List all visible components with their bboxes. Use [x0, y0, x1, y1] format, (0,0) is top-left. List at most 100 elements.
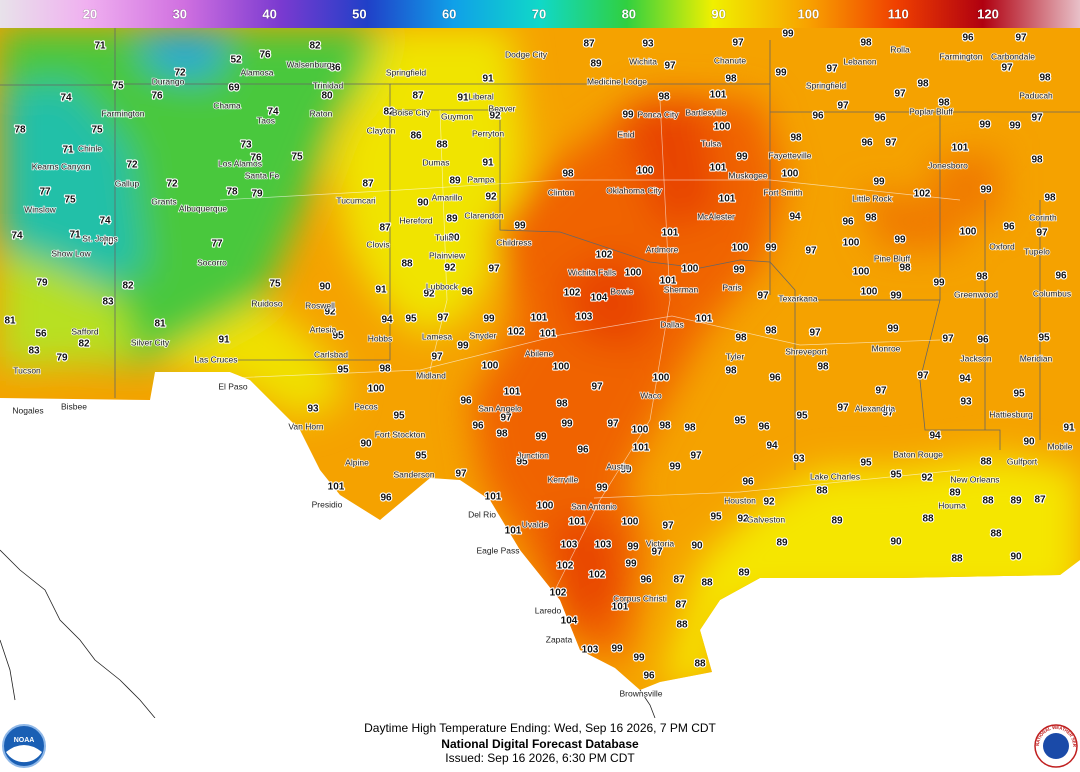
city-name: Galveston — [747, 514, 786, 524]
temperature-value: 96 — [472, 421, 484, 432]
temperature-value: 97 — [875, 386, 887, 397]
temperature-value: 97 — [1031, 113, 1043, 124]
temperature-value: 95 — [1038, 333, 1050, 344]
scale-tick-label: 50 — [352, 6, 366, 21]
temperature-labels: 71 52 76 82 72 86 75 69 80 74 76 74 78 75 71 73 76 75 72 72… — [3, 28, 1076, 683]
city-name: Gallup — [115, 178, 140, 188]
temperature-value: 98 — [379, 364, 391, 375]
temperature-value: 98 — [658, 92, 670, 103]
temperature-value: 88 — [922, 514, 934, 525]
city-name: Raton — [310, 108, 333, 118]
temperature-value: 97 — [805, 246, 817, 257]
temperature-value: 98 — [917, 79, 929, 90]
temperature-value: 90 — [417, 198, 429, 209]
temperature-value: 97 — [500, 413, 512, 424]
temperature-value: 101 — [660, 276, 677, 287]
temperature-value: 101 — [485, 492, 502, 503]
temperature-value: 101 — [633, 443, 650, 454]
city-name: Dodge City — [505, 49, 548, 59]
temperature-value: 100 — [482, 361, 499, 372]
border — [0, 83, 391, 361]
coastline — [0, 549, 156, 719]
temperature-value: 95 — [1013, 389, 1025, 400]
temperature-value: 101 — [328, 482, 345, 493]
temperature-value: 99 — [620, 465, 632, 476]
city-name: Sanderson — [393, 469, 434, 479]
temperature-value: 72 — [174, 68, 186, 79]
city-name: Baton Rouge — [893, 449, 943, 459]
temperature-value: 101 — [710, 90, 727, 101]
city-name: Ponca City — [637, 109, 679, 119]
city-name: Columbus — [1033, 288, 1071, 298]
border — [769, 40, 1080, 470]
temperature-value: 88 — [816, 486, 828, 497]
zone-hottest — [550, 100, 720, 630]
temperature-value: 77 — [211, 239, 223, 250]
temperature-value: 75 — [64, 195, 76, 206]
temperature-value: 101 — [952, 143, 969, 154]
temperature-value: 99 — [622, 110, 634, 121]
temperature-value: 94 — [959, 374, 971, 385]
temperature-value: 100 — [714, 122, 731, 133]
zone-gulf — [660, 455, 1080, 690]
road — [219, 179, 961, 201]
city-name: Brownsville — [620, 688, 663, 698]
temperature-value: 88 — [982, 496, 994, 507]
temperature-value: 101 — [662, 228, 679, 239]
city-name: Chinle — [78, 143, 102, 153]
city-name: Paris — [722, 282, 741, 292]
temperature-value: 99 — [625, 559, 637, 570]
city-name: Presidio — [312, 499, 343, 509]
city-name: Gulfport — [1007, 456, 1038, 466]
city-name: McAlester — [697, 211, 735, 221]
city-name: Hattiesburg — [989, 409, 1033, 419]
temperature-value: 75 — [112, 81, 124, 92]
city-name: Wichita Falls — [568, 267, 616, 277]
temperature-value: 95 — [415, 451, 427, 462]
temperature-value: 98 — [976, 272, 988, 283]
temperature-value: 99 — [535, 432, 547, 443]
temperature-value: 98 — [725, 74, 737, 85]
temperature-value: 91 — [482, 74, 494, 85]
temperature-value: 76 — [250, 153, 262, 164]
city-name: Houston — [724, 495, 756, 505]
temperature-value: 98 — [556, 399, 568, 410]
temperature-value: 90 — [1023, 437, 1035, 448]
city-name: Pampa — [468, 174, 495, 184]
coastline — [0, 639, 16, 701]
scale-tick-label: 100 — [798, 6, 820, 21]
city-name: Medicine Lodge — [587, 76, 647, 86]
temperature-value: 74 — [99, 216, 111, 227]
temperature-value: 91 — [1063, 423, 1075, 434]
temperature-value: 90 — [319, 282, 331, 293]
city-name: Sherman — [664, 284, 699, 294]
road — [549, 99, 671, 601]
city-name: Houma — [938, 500, 966, 510]
temperature-value: 75 — [91, 125, 103, 136]
temperature-value: 95 — [405, 314, 417, 325]
temperature-value: 94 — [929, 431, 941, 442]
city-name: Del Rio — [468, 509, 496, 519]
color-scale — [0, 0, 1080, 28]
temperature-value: 87 — [412, 91, 424, 102]
temperature-value: 97 — [607, 419, 619, 430]
temperature-value: 91 — [375, 285, 387, 296]
city-name: Alexandria — [855, 403, 895, 413]
city-name: Santa Fe — [245, 170, 280, 180]
city-name: Little Rock — [852, 193, 892, 203]
city-name: Tucson — [13, 365, 41, 375]
city-name: Poplar Bluff — [909, 106, 953, 116]
temperature-value: 99 — [611, 644, 623, 655]
temperature-value: 100 — [625, 268, 642, 279]
city-name: El Paso — [218, 381, 248, 391]
temperature-value: 96 — [861, 138, 873, 149]
city-name: Abilene — [525, 348, 554, 358]
temperature-value: 92 — [737, 514, 749, 525]
temperature-value: 94 — [381, 315, 393, 326]
temperature-value: 92 — [763, 497, 775, 508]
city-name: Rolla — [890, 44, 910, 54]
temperature-value: 86 — [329, 63, 341, 74]
temperature-value: 82 — [122, 281, 134, 292]
footer-source: National Digital Forecast Database — [441, 737, 639, 751]
temperature-value: 102 — [589, 570, 606, 581]
